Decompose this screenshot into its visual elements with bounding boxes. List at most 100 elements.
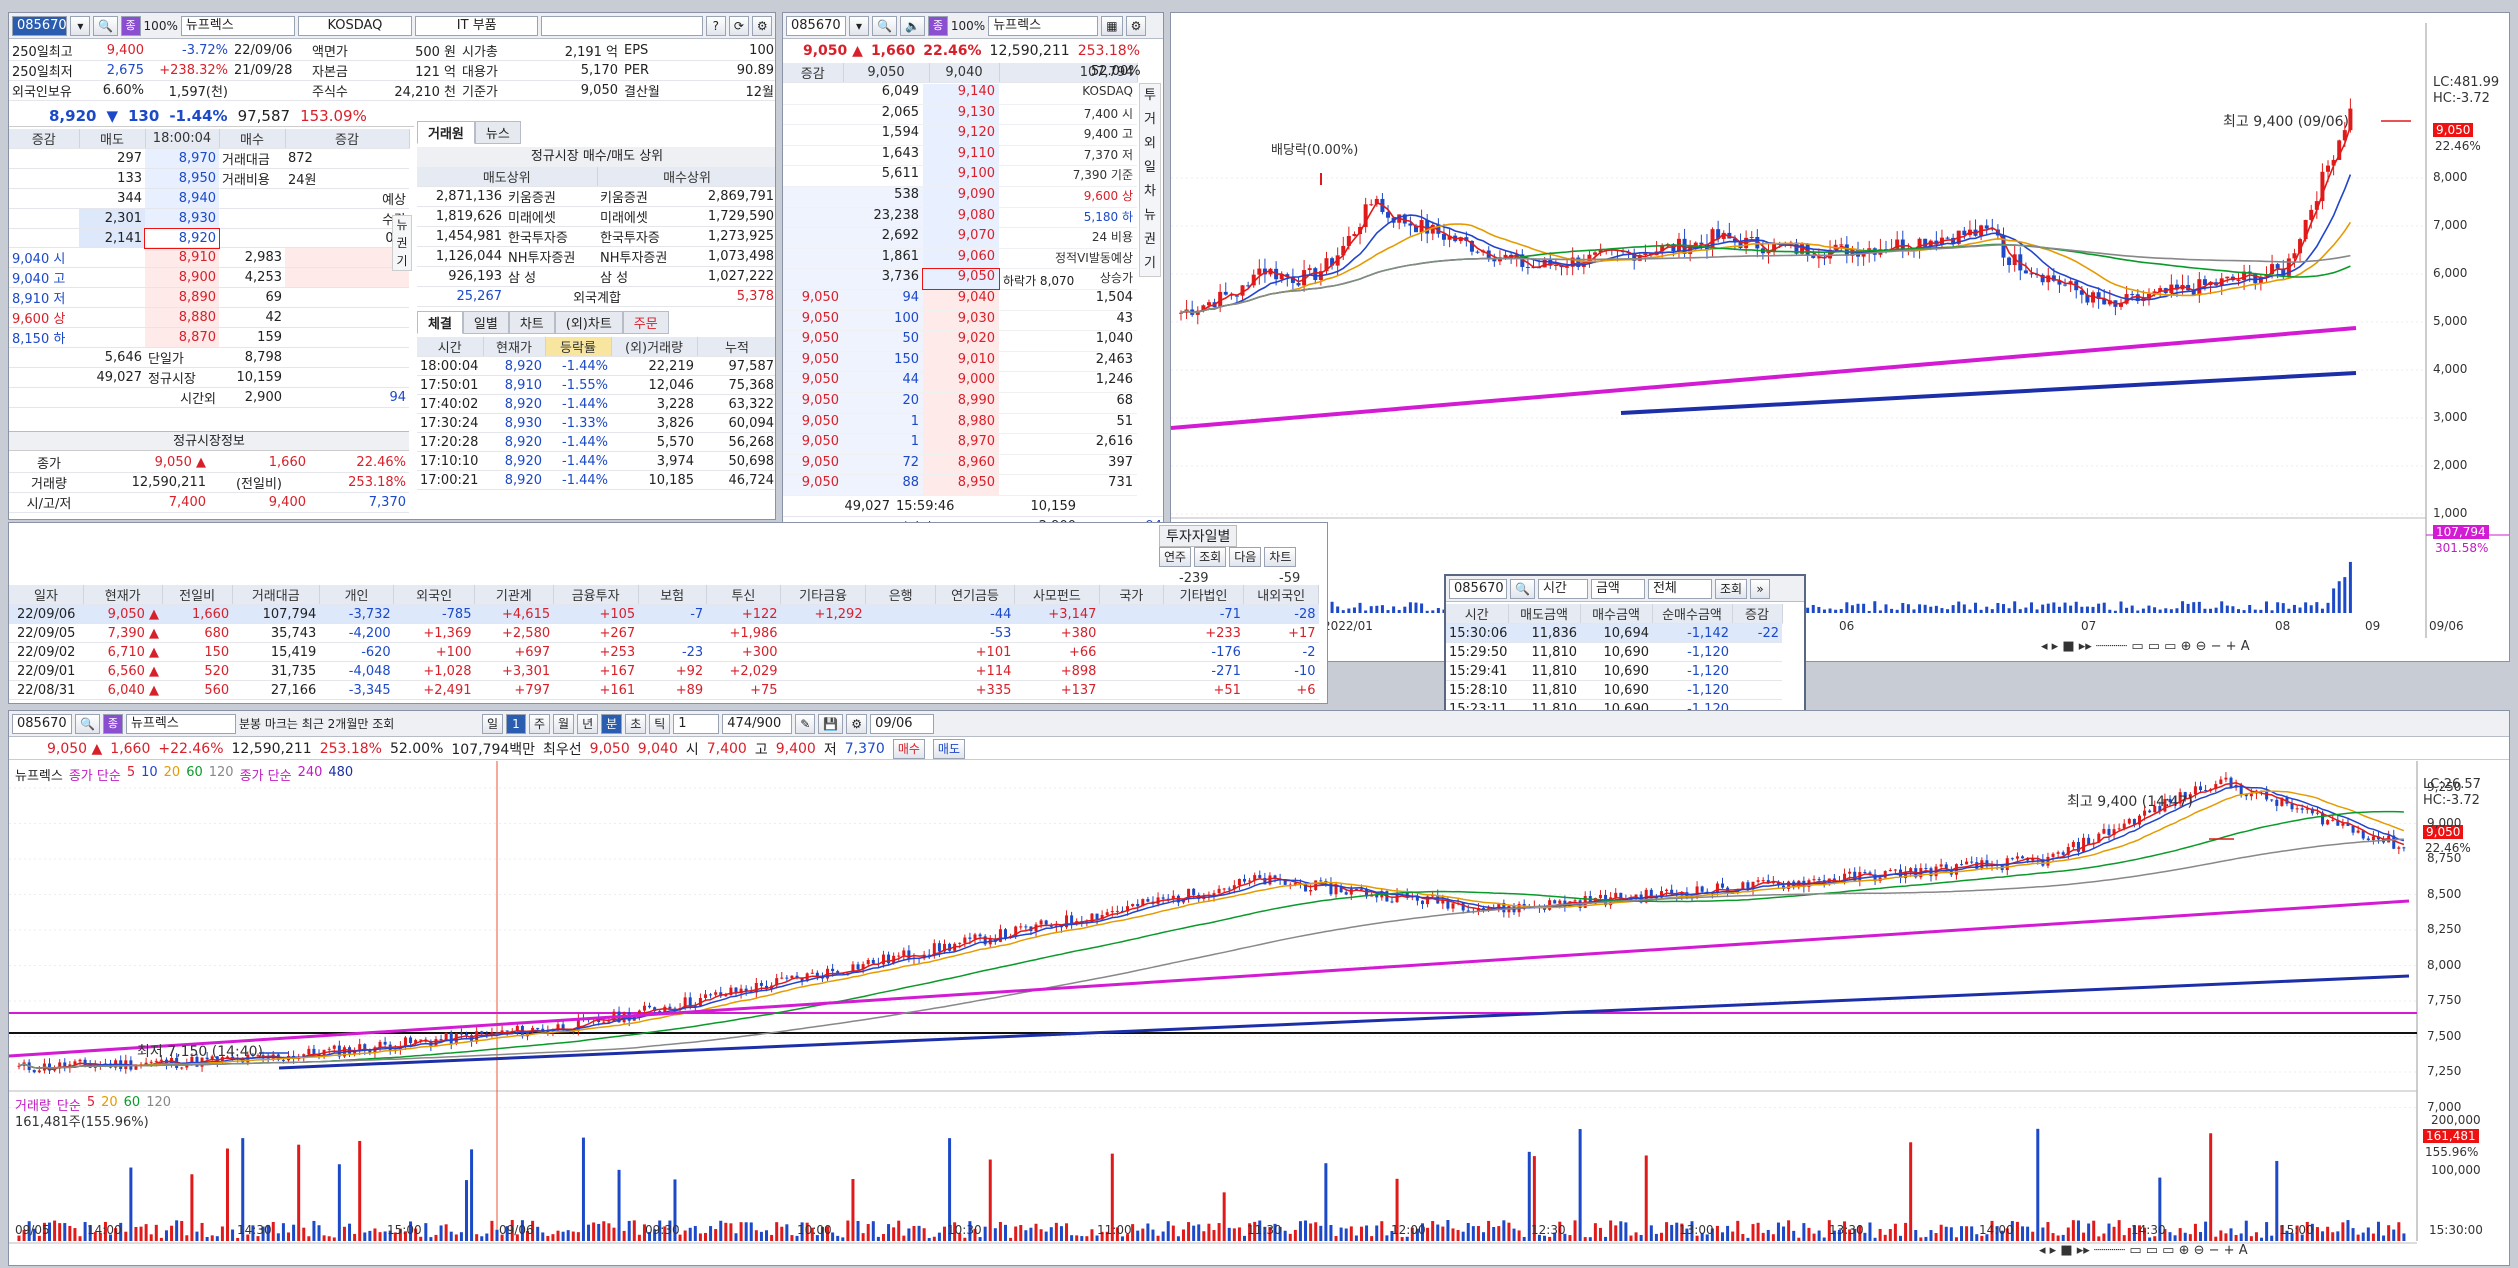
investor-row[interactable]: 22/09/02 6,710 ▲ 150 15,419 -620 +100 +697 +253… — [9, 642, 1319, 662]
tab-foreign-chart[interactable]: (외)차트 — [554, 311, 623, 334]
tab-broker[interactable]: 거래원 — [417, 121, 475, 144]
ask-row[interactable]: 133 8,950 거래비용 24원 — [9, 168, 409, 189]
quote-ask-row[interactable]: 23,238 9,080 5,180 하 — [783, 207, 1137, 229]
quote-side-tab[interactable]: 기 — [1144, 256, 1156, 271]
investor-row[interactable]: 22/09/05 7,390 ▲ 680 35,743 -4,200 +1,369 +2,5… — [9, 623, 1319, 643]
bid-row[interactable]: 8,910 저 8,890 69 — [9, 287, 409, 308]
sell-button[interactable]: 매도 — [932, 738, 965, 759]
time-search-icon[interactable]: 🔍 — [1510, 578, 1535, 599]
investor-col[interactable]: 보험 — [638, 585, 707, 605]
minute-search-icon[interactable]: 🔍 — [75, 713, 100, 734]
time-filter-time[interactable]: 시간 — [1537, 578, 1588, 599]
daily-scroll-controls[interactable]: ◂ ▸ ■ ▸▸ ┈┈┈┈ ▭ ▭ ▭ ⊕ ⊖ − + A — [2041, 639, 2250, 654]
code-input[interactable]: 085670 — [12, 15, 68, 36]
minute-favorite-icon[interactable]: 종 — [102, 713, 123, 734]
period-month[interactable]: 월 — [553, 713, 575, 734]
layout-icon[interactable]: ▦ — [1101, 15, 1123, 36]
quote-stock-name[interactable]: 뉴프렉스 — [988, 15, 1099, 36]
time-row[interactable]: 15:29:50 11,810 10,690 -1,120 — [1446, 642, 1782, 662]
tab-news[interactable]: 뉴스 — [474, 121, 521, 144]
investor-col[interactable]: 투신 — [706, 585, 782, 605]
quote-bid-row[interactable]: 9,050 72 8,960 397 — [783, 454, 1137, 476]
quote-bid-row[interactable]: 9,050 150 9,010 2,463 — [783, 351, 1137, 373]
investor-col[interactable]: 외국인 — [393, 585, 475, 605]
minute-stock-name[interactable]: 뉴프렉스 — [125, 713, 236, 734]
investor-col[interactable]: 금융투자 — [553, 585, 639, 605]
quote-side-tab[interactable]: 거 — [1144, 112, 1156, 127]
code-dropdown[interactable]: ▾ — [70, 15, 91, 36]
investor-col[interactable]: 기타법인 — [1163, 585, 1245, 605]
broker-row[interactable]: 1,454,981 한국투자증 한국투자증 1,273,925 — [417, 226, 775, 247]
quote-search-icon[interactable]: 🔍 — [872, 15, 897, 36]
stock-name-field[interactable]: 뉴프렉스 — [180, 15, 295, 36]
quote-bid-row[interactable]: 9,050 94 9,040 1,504 — [783, 290, 1137, 311]
time-filter-all[interactable]: 전체 — [1647, 578, 1712, 599]
quote-bid-row[interactable]: 9,050 44 9,000 1,246 — [783, 372, 1137, 393]
side-tab-news[interactable]: 뉴 — [396, 218, 408, 232]
bid-row[interactable]: 9,040 고 8,900 4,253 — [9, 267, 409, 288]
broker-row[interactable]: 2,871,136 키움증권 키움증권 2,869,791 — [417, 186, 775, 207]
quote-ask-row[interactable]: 5,611 9,100 7,390 기준 — [783, 166, 1137, 187]
period-year[interactable]: 년 — [577, 713, 599, 734]
ask-row[interactable]: 344 8,940 예상 — [9, 188, 409, 209]
quote-bid-row[interactable]: 9,050 50 9,020 1,040 — [783, 331, 1137, 352]
period-tick[interactable]: 틱 — [649, 713, 671, 734]
investor-col[interactable]: 전일비 — [162, 585, 233, 605]
quote-ask-row[interactable]: 2,065 9,130 7,400 시 — [783, 104, 1137, 126]
quote-side-tab[interactable]: 일 — [1144, 160, 1156, 175]
help-icon[interactable]: ? — [705, 15, 726, 36]
investor-row[interactable]: 22/08/31 6,040 ▲ 560 27,166 -3,345 +2,491 +797… — [9, 680, 1319, 700]
quote-bid-row[interactable]: 9,050 1 8,980 51 — [783, 413, 1137, 435]
side-tab-other[interactable]: 기 — [396, 254, 408, 268]
quote-side-tab[interactable]: 권 — [1144, 232, 1156, 247]
investor-col[interactable]: 기타금융 — [780, 585, 867, 605]
daily-candle-chart[interactable] — [1171, 13, 2510, 662]
refresh-icon[interactable]: ⟳ — [728, 15, 749, 36]
quote-ask-row[interactable]: 3,736 9,050 상승가 — [783, 268, 1137, 290]
period-day[interactable]: 일 — [481, 713, 503, 734]
minute-save-icon[interactable]: 💾 — [818, 713, 844, 734]
investor-col[interactable]: 내외국인 — [1243, 585, 1319, 605]
quote-side-tab[interactable]: 투 — [1144, 88, 1156, 103]
investor-btn-next[interactable]: 다음 — [1229, 547, 1262, 567]
quote-gear-icon[interactable]: ⚙ — [1125, 15, 1147, 36]
quote-ask-row[interactable]: 1,861 9,060 정적VI발동예상 — [783, 248, 1137, 270]
investor-col[interactable]: 현재가 — [83, 585, 163, 605]
investor-btn-1[interactable]: 연주 — [1159, 547, 1192, 567]
side-tab-rights[interactable]: 권 — [396, 236, 408, 250]
quote-side-tab[interactable]: 외 — [1144, 136, 1156, 151]
minute-candle-chart[interactable] — [9, 761, 2510, 1266]
time-expand-icon[interactable]: » — [1750, 578, 1771, 599]
minute-scroll-controls[interactable]: ◂ ▸ ■ ▸▸ ┈┈┈┈ ▭ ▭ ▭ ⊕ ⊖ − + A — [2039, 1243, 2248, 1258]
investor-col[interactable]: 거래대금 — [232, 585, 320, 605]
investor-btn-chart[interactable]: 차트 — [1264, 547, 1297, 567]
investor-col[interactable]: 기관계 — [474, 585, 554, 605]
broker-row[interactable]: 1,126,044 NH투자증권 NH투자증권 1,073,498 — [417, 246, 775, 267]
quote-bid-row[interactable]: 9,050 100 9,030 43 — [783, 310, 1137, 332]
ask-row[interactable]: 297 8,970 거래대금 872 — [9, 148, 409, 169]
quote-favorite-icon[interactable]: 종 — [927, 15, 948, 36]
bid-row[interactable]: 8,150 하 8,870 159 — [9, 327, 409, 348]
investor-col[interactable]: 일자 — [9, 585, 84, 605]
quote-bid-row[interactable]: 9,050 1 8,970 2,616 — [783, 434, 1137, 455]
tab-ticks[interactable]: 체결 — [417, 311, 463, 334]
period-week[interactable]: 주 — [529, 713, 551, 734]
time-row[interactable]: 15:29:41 11,810 10,690 -1,120 — [1446, 661, 1782, 681]
investor-col[interactable]: 은행 — [865, 585, 937, 605]
quote-bid-row[interactable]: 9,050 20 8,990 68 — [783, 392, 1137, 414]
minute-code-input[interactable]: 085670 — [12, 713, 72, 734]
quote-ask-row[interactable]: 6,049 9,140 KOSDAQ — [783, 84, 1137, 105]
time-row[interactable]: 15:28:10 11,810 10,690 -1,120 — [1446, 680, 1782, 700]
minute-tool-icon[interactable]: ✎ — [795, 713, 816, 734]
favorite-icon[interactable]: 종 — [120, 15, 141, 36]
investor-col[interactable]: 사모펀드 — [1014, 585, 1100, 605]
investor-row[interactable]: 22/08/305,480 ▲3105,228+29-251+7-23+30+2… — [9, 699, 1319, 703]
investor-btn-query[interactable]: 조회 — [1194, 547, 1227, 567]
quote-ask-row[interactable]: 2,692 9,070 24 비용 — [783, 228, 1137, 249]
time-query-button[interactable]: 조회 — [1714, 578, 1748, 599]
tab-order[interactable]: 주문 — [622, 311, 669, 334]
quote-ask-row[interactable]: 1,643 9,110 7,370 저 — [783, 145, 1137, 167]
tab-chart[interactable]: 차트 — [508, 311, 555, 334]
